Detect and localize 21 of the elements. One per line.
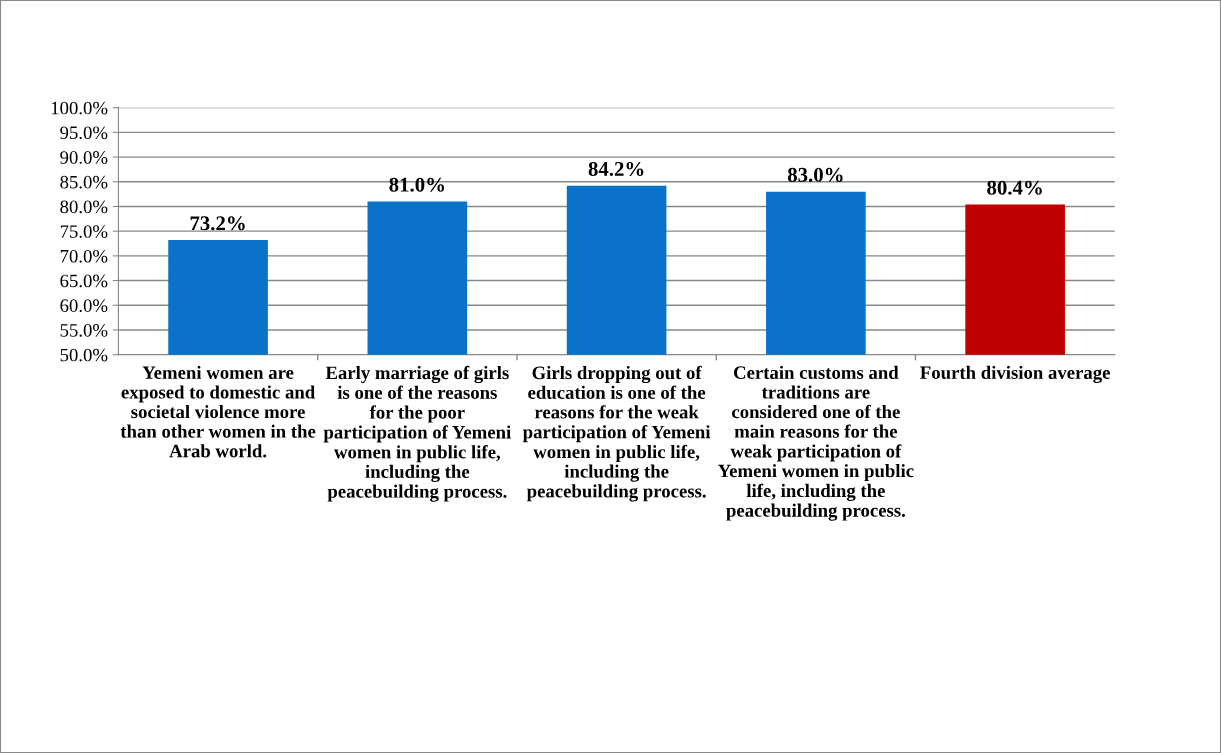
data-label: 81.0%	[389, 177, 445, 192]
y-tick-label: 75.0%	[60, 225, 108, 238]
x-tick-label: Girls dropping out of education is one of the reasons for the weak participation of Yemeni women in public life, including the peacebuilding process.	[522, 365, 711, 502]
x-tick-label: Certain customs and traditions are considered one of the main reasons for the weak participation of Yemeni women in public life, including the peacebuilding process.	[718, 365, 914, 521]
data-label: 80.4%	[987, 180, 1042, 195]
data-label: 73.2%	[190, 216, 245, 231]
y-tick-label: 90.0%	[60, 151, 108, 164]
y-tick-label: 55.0%	[60, 324, 108, 337]
data-label: 84.2%	[588, 161, 644, 177]
y-tick-label: 100.0%	[51, 101, 108, 115]
y-tick-label: 85.0%	[60, 175, 108, 189]
y-tick-label: 80.0%	[60, 200, 108, 214]
y-tick-label: 70.0%	[60, 249, 108, 263]
y-tick-label: 65.0%	[60, 274, 108, 288]
y-tick-label: 50.0%	[60, 348, 108, 362]
x-tick-label: Fourth division average	[920, 365, 1110, 383]
y-tick-label: 95.0%	[60, 126, 108, 140]
y-tick-label: 60.0%	[60, 299, 108, 313]
data-label: 83.0%	[787, 167, 843, 182]
x-tick-label: Early marriage of girls is one of the reasons for the poor participation of Yemeni women in public life, including the peacebuilding process.	[323, 365, 511, 502]
x-tick-label: Yemeni women are exposed to domestic and societal violence more than other women in the Arab world.	[120, 365, 316, 458]
